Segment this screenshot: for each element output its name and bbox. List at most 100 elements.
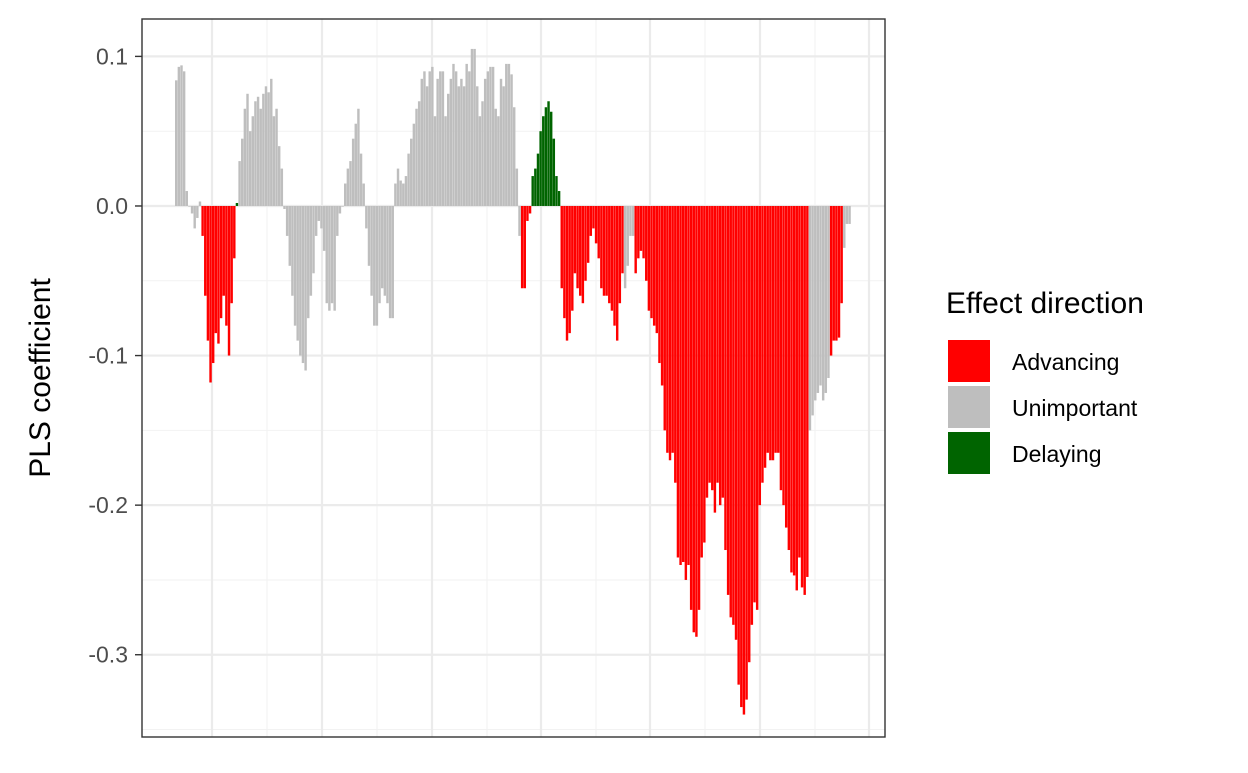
bar-advancing: [705, 205, 709, 498]
bar-advancing: [645, 205, 648, 281]
bar-unimportant: [351, 138, 355, 206]
bar-unimportant: [431, 66, 434, 206]
bar-advancing: [563, 205, 566, 319]
bar-advancing: [829, 205, 833, 356]
bar-advancing: [840, 205, 843, 304]
bar-advancing: [734, 205, 738, 640]
bar-unimportant: [175, 80, 178, 206]
bar-unimportant: [248, 131, 252, 206]
bar-unimportant: [312, 205, 315, 274]
bar-advancing: [837, 205, 841, 338]
bar-advancing: [642, 205, 645, 259]
bar-advancing: [740, 205, 743, 708]
bar-unimportant: [238, 161, 241, 206]
bar-advancing: [615, 205, 619, 341]
bar-advancing: [618, 205, 622, 304]
bar-advancing: [803, 205, 806, 595]
bar-unimportant: [299, 205, 302, 356]
bar-unimportant: [270, 78, 273, 206]
bar-unimportant: [262, 93, 265, 206]
bar-unimportant: [507, 63, 511, 206]
bar-unimportant: [341, 205, 344, 207]
y-tick-label: -0.1: [88, 343, 128, 369]
bar-advancing: [576, 205, 579, 289]
bar-unimportant: [454, 71, 458, 206]
bar-unimportant: [338, 205, 342, 214]
bar-delaying: [235, 202, 239, 206]
bar-advancing: [206, 205, 210, 341]
y-tick-label: -0.2: [88, 492, 128, 518]
legend-key-advancing: [948, 340, 990, 382]
bar-unimportant: [380, 205, 384, 289]
bar-unimportant: [320, 205, 323, 229]
bar-unimportant: [499, 78, 503, 206]
bar-unimportant: [425, 86, 429, 206]
bar-advancing: [763, 205, 767, 468]
bar-unimportant: [439, 71, 442, 206]
bar-advancing: [784, 205, 788, 528]
bar-advancing: [671, 205, 674, 453]
bar-unimportant: [399, 180, 402, 206]
bar-unimportant: [623, 205, 627, 289]
bar-unimportant: [457, 86, 460, 206]
bar-advancing: [526, 205, 529, 221]
bar-advancing: [742, 205, 746, 715]
bar-advancing: [650, 205, 653, 319]
bar-advancing: [666, 205, 669, 453]
bar-unimportant: [198, 201, 202, 206]
bar-unimportant: [505, 63, 508, 206]
bar-unimportant: [333, 205, 336, 311]
bar-advancing: [835, 205, 838, 341]
bar-unimportant: [349, 161, 352, 206]
bar-advancing: [560, 205, 563, 289]
bar-unimportant: [336, 205, 339, 236]
bar-advancing: [217, 205, 220, 344]
bar-unimportant: [394, 183, 397, 206]
bar-advancing: [227, 205, 231, 356]
bar-unimportant: [483, 78, 487, 206]
bar-unimportant: [373, 205, 376, 326]
bar-delaying: [544, 107, 548, 206]
bar-delaying: [547, 101, 550, 206]
bar-advancing: [726, 205, 730, 595]
bar-unimportant: [827, 205, 830, 378]
bar-advancing: [700, 205, 703, 558]
bar-advancing: [613, 205, 616, 326]
bar-advancing: [732, 205, 735, 625]
bar-unimportant: [415, 108, 418, 206]
bar-advancing: [219, 205, 223, 319]
bar-advancing: [787, 205, 791, 551]
bar-unimportant: [322, 205, 326, 251]
bar-unimportant: [848, 205, 851, 224]
bar-advancing: [520, 205, 524, 289]
bar-unimportant: [285, 205, 289, 236]
bar-unimportant: [328, 205, 331, 311]
y-axis: 0.1 0.0 -0.1 -0.2 -0.3: [88, 43, 142, 668]
bar-unimportant: [845, 205, 849, 224]
bar-advancing: [795, 205, 798, 591]
bar-unimportant: [814, 205, 817, 401]
bar-unimportant: [396, 168, 400, 206]
bar-advancing: [637, 205, 640, 259]
bar-advancing: [716, 205, 719, 483]
bar-unimportant: [354, 123, 357, 206]
bar-unimportant: [378, 205, 381, 304]
bar-advancing: [528, 205, 532, 214]
bar-unimportant: [346, 168, 350, 206]
bar-unimportant: [489, 66, 492, 206]
y-tick-label: 0.0: [96, 193, 128, 219]
bar-advancing: [565, 205, 569, 341]
y-axis-title: PLS coefficient: [24, 278, 57, 478]
bar-unimportant: [365, 205, 368, 229]
bar-unimportant: [275, 108, 278, 206]
legend: Effect direction Advancing Unimportant Del…: [946, 287, 1144, 474]
bar-advancing: [703, 205, 706, 543]
bar-unimportant: [314, 205, 318, 236]
bar-unimportant: [470, 48, 474, 206]
bar-delaying: [555, 176, 558, 206]
bar-advancing: [708, 205, 711, 483]
bar-delaying: [549, 111, 553, 206]
bar-unimportant: [417, 101, 421, 206]
bar-unimportant: [468, 71, 471, 206]
